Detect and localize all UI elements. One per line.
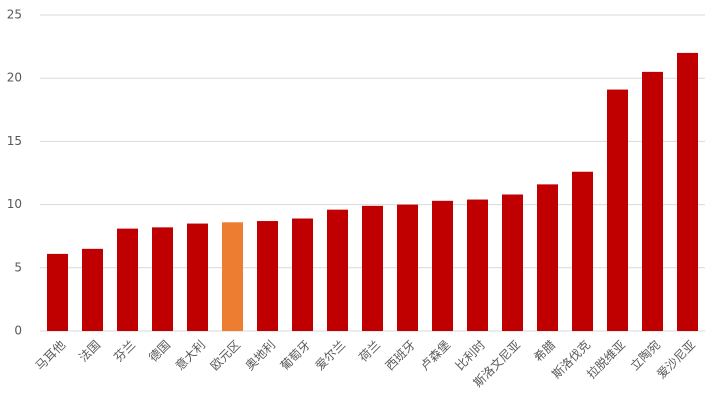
x-tick-label: 卢森堡 [417,337,453,373]
x-tick-label: 爱尔兰 [312,337,348,373]
x-tick-label: 希腊 [531,337,559,365]
bar [677,52,698,332]
y-tick-label: 15 [7,134,22,148]
bar [642,71,663,331]
bar [572,171,593,331]
bar [502,194,523,331]
bar [327,209,348,331]
bar [257,221,278,331]
bar [362,205,383,331]
bar [47,253,68,331]
x-tick-label: 芬兰 [111,338,138,365]
y-tick-label: 20 [7,71,22,85]
bar [397,204,418,331]
y-tick-label: 5 [14,260,22,274]
bar [222,222,243,331]
x-tick-label: 荷兰 [356,338,383,365]
bar [432,200,453,331]
x-tick-label: 爱沙尼亚 [654,338,698,382]
x-tick-label: 德国 [146,337,174,365]
x-tick-label: 拉脱维亚 [584,337,629,382]
x-tick-label: 欧元区 [208,338,243,373]
y-tick-label: 10 [7,197,22,211]
x-tick-label: 葡萄牙 [278,338,313,373]
x-tick-label: 马耳他 [33,338,68,373]
bar [117,228,138,331]
bar [187,223,208,331]
y-tick-label: 25 [7,8,22,22]
x-tick-label: 西班牙 [383,338,418,373]
bar [82,248,103,331]
x-tick-label: 意大利 [172,337,208,373]
bar [292,218,313,331]
x-tick-label: 奥地利 [243,338,278,373]
y-tick-label: 0 [14,324,22,338]
x-tick-label: 法国 [76,338,103,365]
bar [537,184,558,331]
bar [152,227,173,331]
bar [607,89,628,332]
bar [467,199,488,331]
